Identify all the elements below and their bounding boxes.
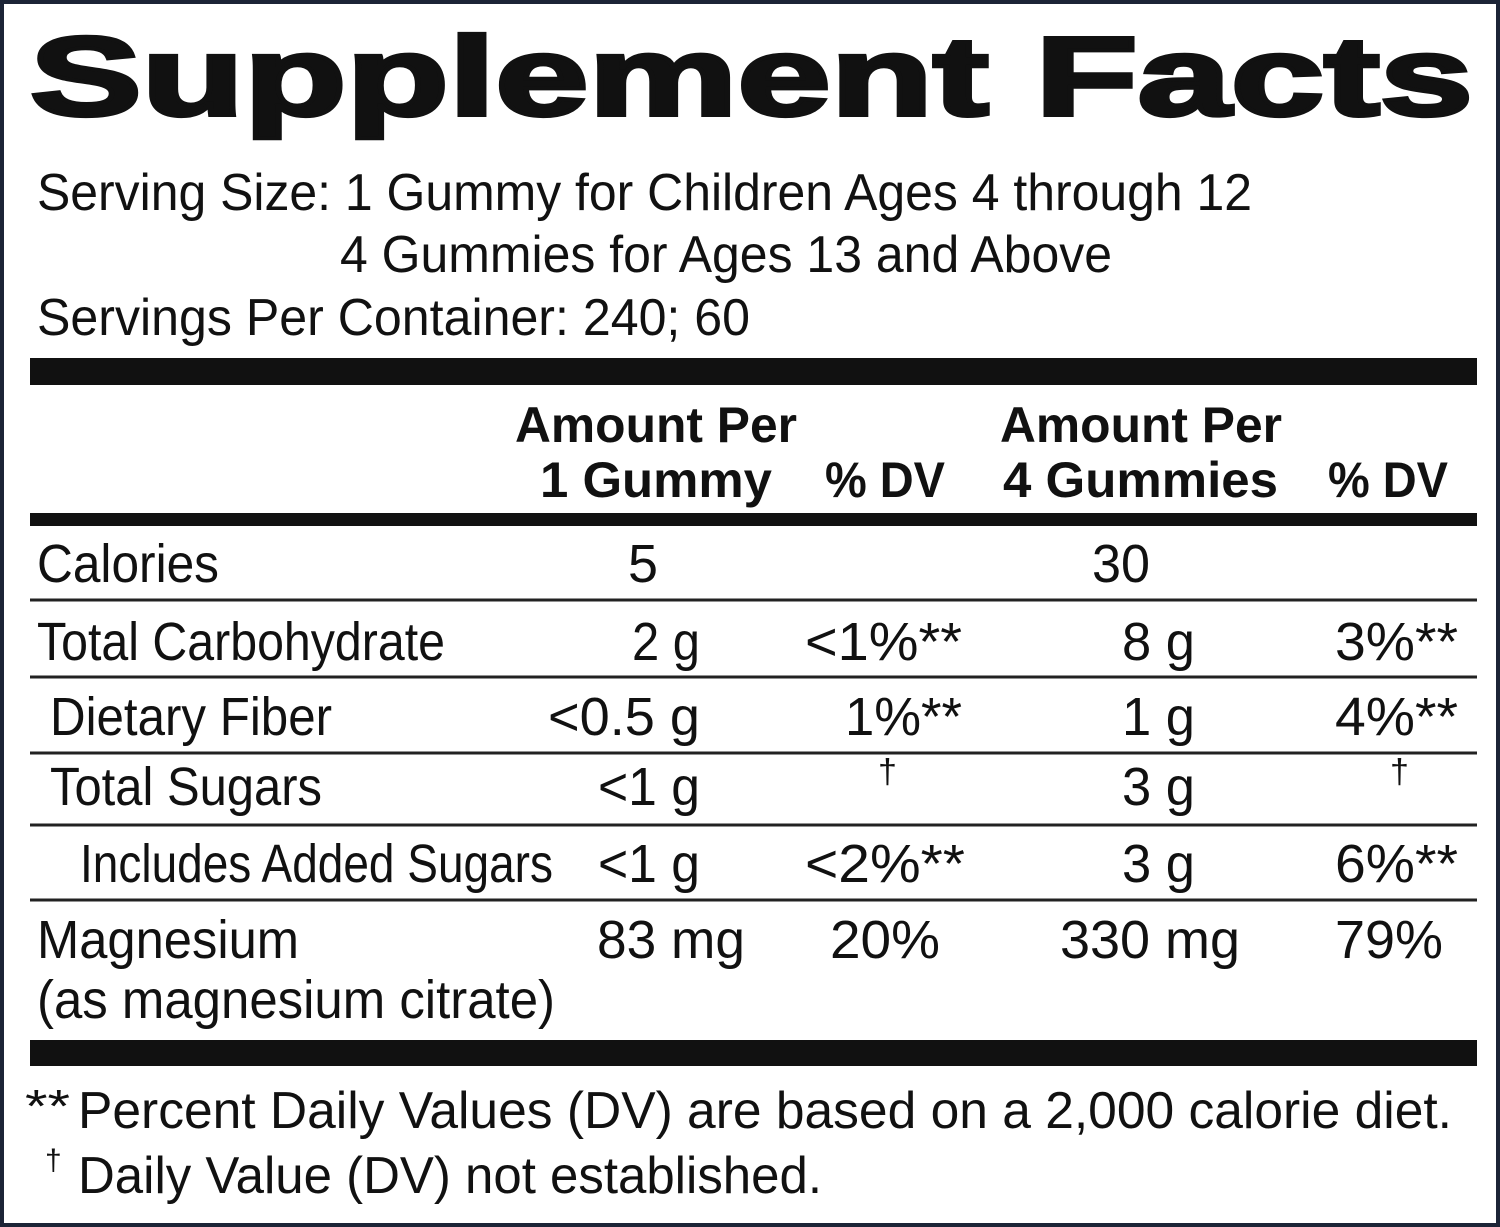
thick-rule: [30, 1040, 1477, 1066]
nutrient-value: 4%**: [1335, 687, 1458, 747]
nutrient-value: 3 g: [1122, 757, 1195, 817]
serving-size: Serving Size: 1 Gummy for Children Ages …: [37, 164, 1252, 222]
nutrient-value: <2%**: [805, 834, 965, 894]
medium-rule: [30, 513, 1477, 526]
nutrient-value: 1 g: [1122, 687, 1195, 747]
nutrient-value: 8 g: [1122, 612, 1195, 672]
dagger-cell: †: [1390, 753, 1409, 791]
nutrient-label: Dietary Fiber: [50, 687, 332, 747]
nutrient-value: 30: [1092, 534, 1150, 594]
nutrient-value: 330 mg: [1060, 910, 1240, 970]
dagger-cell: †: [878, 753, 897, 791]
nutrient-label: Magnesium: [37, 910, 299, 970]
nutrient-label: Includes Added Sugars: [80, 834, 553, 894]
nutrient-label: Calories: [37, 534, 219, 594]
nutrient-value: 2 g: [632, 612, 700, 672]
row-rules: [30, 598, 1477, 902]
nutrient-label: Total Sugars: [50, 757, 322, 817]
column-header: Amount Per: [515, 397, 797, 453]
nutrient-value: <1 g: [598, 834, 700, 894]
nutrient-value: <1%**: [805, 612, 962, 672]
nutrient-value: 6%**: [1335, 834, 1458, 894]
footnote-mark: **: [25, 1080, 70, 1132]
footnote: Percent Daily Values (DV) are based on a…: [78, 1082, 1452, 1140]
nutrient-label: Total Carbohydrate: [37, 612, 445, 672]
thick-rule: [30, 358, 1477, 385]
title: Supplement Facts: [30, 14, 1473, 139]
column-header: % DV: [1328, 452, 1449, 508]
nutrient-value: 20%: [830, 910, 940, 970]
column-header: Amount Per: [1000, 397, 1282, 453]
nutrient-value: 1%**: [845, 687, 962, 747]
footnote-mark: †: [45, 1144, 62, 1177]
footnote: Daily Value (DV) not established.: [78, 1147, 822, 1205]
nutrient-value: 3%**: [1335, 612, 1458, 672]
serving-size: 4 Gummies for Ages 13 and Above: [340, 226, 1112, 284]
nutrient-sublabel: (as magnesium citrate): [37, 970, 555, 1030]
nutrient-value: <0.5 g: [548, 687, 700, 747]
nutrient-value: 5: [628, 534, 658, 594]
servings-per-container: Servings Per Container: 240; 60: [37, 289, 750, 347]
nutrient-value: 3 g: [1122, 834, 1195, 894]
column-header: 4 Gummies: [1003, 452, 1278, 508]
nutrient-value: 83 mg: [597, 910, 745, 970]
column-header: % DV: [825, 452, 946, 508]
nutrient-value: 79%: [1335, 910, 1443, 970]
column-header: 1 Gummy: [540, 452, 772, 508]
nutrient-value: <1 g: [598, 757, 700, 817]
